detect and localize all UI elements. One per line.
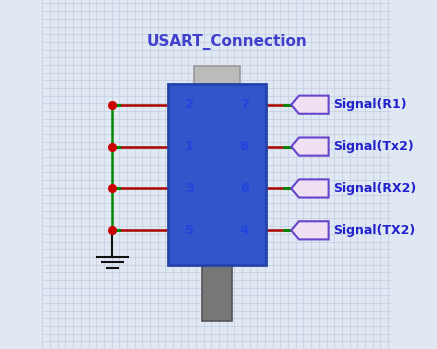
Text: 7: 7 bbox=[240, 98, 249, 111]
Bar bbox=[202, 262, 232, 321]
Polygon shape bbox=[291, 138, 329, 156]
Text: Signal(R1): Signal(R1) bbox=[333, 98, 406, 111]
Text: USART_Connection: USART_Connection bbox=[147, 34, 308, 50]
Text: 2: 2 bbox=[185, 98, 194, 111]
Polygon shape bbox=[291, 96, 329, 114]
Bar bbox=[168, 84, 266, 265]
Text: 3: 3 bbox=[185, 182, 194, 195]
Text: 6: 6 bbox=[239, 182, 249, 195]
Polygon shape bbox=[291, 179, 329, 198]
Text: 5: 5 bbox=[185, 224, 194, 237]
Text: 1: 1 bbox=[185, 140, 194, 153]
Polygon shape bbox=[291, 221, 329, 239]
Text: Signal(RX2): Signal(RX2) bbox=[333, 182, 416, 195]
Text: 8: 8 bbox=[239, 140, 249, 153]
Bar bbox=[194, 66, 239, 84]
Text: Signal(Tx2): Signal(Tx2) bbox=[333, 140, 413, 153]
Text: 4: 4 bbox=[239, 224, 249, 237]
Text: Signal(TX2): Signal(TX2) bbox=[333, 224, 415, 237]
